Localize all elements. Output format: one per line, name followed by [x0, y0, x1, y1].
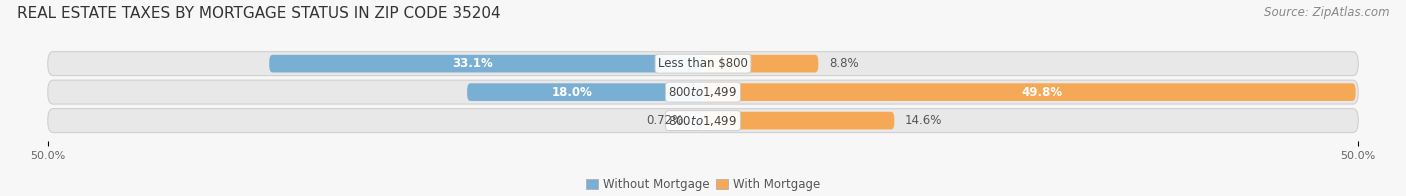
Text: Less than $800: Less than $800: [658, 57, 748, 70]
FancyBboxPatch shape: [693, 112, 703, 129]
Text: 14.6%: 14.6%: [905, 114, 942, 127]
Text: Source: ZipAtlas.com: Source: ZipAtlas.com: [1264, 6, 1389, 19]
FancyBboxPatch shape: [269, 55, 703, 73]
FancyBboxPatch shape: [48, 109, 1358, 132]
FancyBboxPatch shape: [703, 83, 1355, 101]
FancyBboxPatch shape: [703, 55, 818, 73]
Text: 18.0%: 18.0%: [551, 86, 592, 99]
Text: 33.1%: 33.1%: [453, 57, 494, 70]
Text: $800 to $1,499: $800 to $1,499: [668, 114, 738, 128]
Text: 0.72%: 0.72%: [645, 114, 683, 127]
FancyBboxPatch shape: [48, 52, 1358, 76]
FancyBboxPatch shape: [703, 112, 894, 129]
Text: 49.8%: 49.8%: [1022, 86, 1063, 99]
Text: 8.8%: 8.8%: [828, 57, 859, 70]
FancyBboxPatch shape: [48, 80, 1358, 104]
Text: $800 to $1,499: $800 to $1,499: [668, 85, 738, 99]
FancyBboxPatch shape: [467, 83, 703, 101]
Text: REAL ESTATE TAXES BY MORTGAGE STATUS IN ZIP CODE 35204: REAL ESTATE TAXES BY MORTGAGE STATUS IN …: [17, 6, 501, 21]
Legend: Without Mortgage, With Mortgage: Without Mortgage, With Mortgage: [581, 173, 825, 196]
